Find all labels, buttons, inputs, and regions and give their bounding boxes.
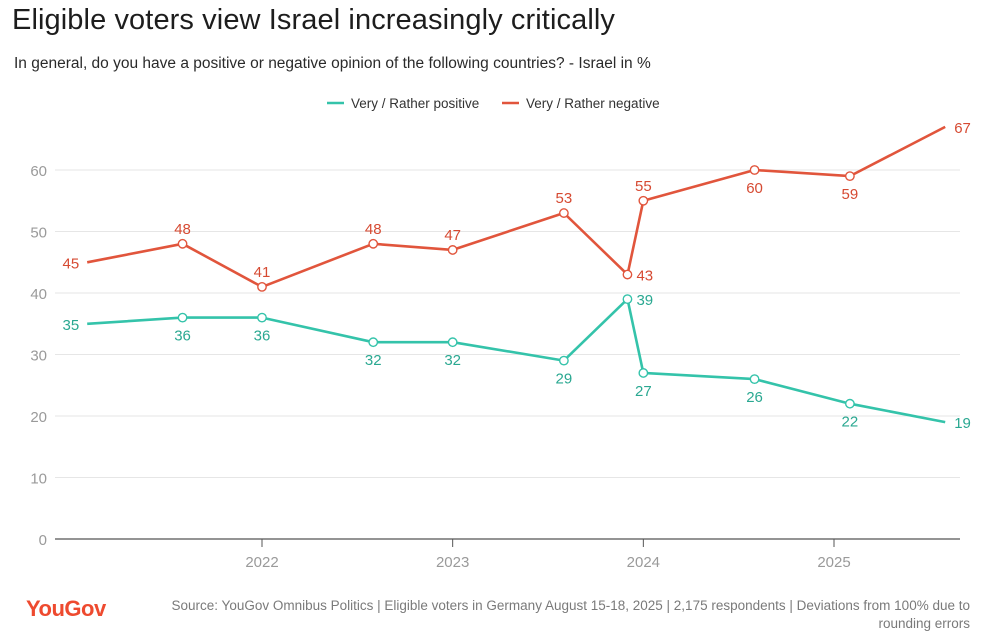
data-point	[368, 337, 379, 348]
data-point	[844, 398, 855, 409]
chart-title: Eligible voters view Israel increasingly…	[12, 4, 616, 36]
data-label: 67	[954, 120, 971, 137]
data-label: 48	[365, 221, 382, 238]
y-tick-label: 40	[30, 286, 47, 303]
data-point	[257, 312, 267, 323]
y-tick-label: 0	[39, 532, 47, 549]
data-label: 55	[635, 178, 652, 195]
data-point	[622, 269, 633, 280]
data-label: 19	[954, 415, 971, 432]
data-point	[844, 171, 855, 182]
data-label: 27	[635, 383, 652, 400]
data-point	[622, 294, 633, 305]
x-tick-label: 2025	[817, 554, 850, 571]
data-point	[368, 238, 379, 249]
x-tick-label: 2024	[627, 554, 660, 571]
data-label: 22	[842, 414, 859, 431]
data-point	[257, 281, 267, 292]
series-line	[87, 297, 946, 424]
data-label: 45	[63, 255, 80, 272]
data-point	[638, 368, 649, 378]
data-label: 41	[254, 264, 271, 281]
data-label: 26	[746, 389, 763, 406]
x-tick-label: 2022	[245, 554, 278, 571]
data-label: 43	[636, 268, 653, 285]
legend-label: Very / Rather negative	[526, 96, 660, 111]
data-label: 36	[254, 328, 271, 345]
y-tick-label: 10	[30, 471, 47, 488]
data-point	[447, 245, 458, 255]
data-label: 32	[444, 352, 461, 369]
y-tick-label: 30	[30, 348, 47, 365]
y-tick-label: 50	[30, 225, 47, 242]
data-point	[749, 374, 760, 384]
data-point	[177, 238, 188, 249]
data-point	[558, 355, 569, 366]
data-label: 32	[365, 352, 382, 369]
data-point	[749, 165, 760, 175]
data-label: 53	[556, 190, 573, 207]
data-label: 29	[556, 371, 573, 388]
data-label: 47	[444, 227, 461, 244]
data-point	[638, 195, 649, 206]
x-tick-label: 2023	[436, 554, 469, 571]
legend-label: Very / Rather positive	[351, 96, 479, 111]
data-label: 59	[842, 186, 859, 203]
data-label: 39	[636, 292, 653, 309]
y-tick-label: 60	[30, 163, 47, 180]
data-point	[558, 208, 569, 218]
data-label: 36	[174, 328, 191, 345]
y-tick-label: 20	[30, 409, 47, 426]
data-label: 60	[746, 180, 763, 197]
yougov-logo: YouGov	[26, 596, 106, 621]
data-point	[447, 337, 458, 348]
data-label: 48	[174, 221, 191, 238]
series-line	[86, 125, 946, 289]
data-label: 35	[63, 317, 80, 334]
data-point	[177, 312, 188, 323]
source-note: Source: YouGov Omnibus Politics | Eligib…	[171, 598, 970, 631]
chart-subtitle: In general, do you have a positive or ne…	[14, 55, 651, 72]
